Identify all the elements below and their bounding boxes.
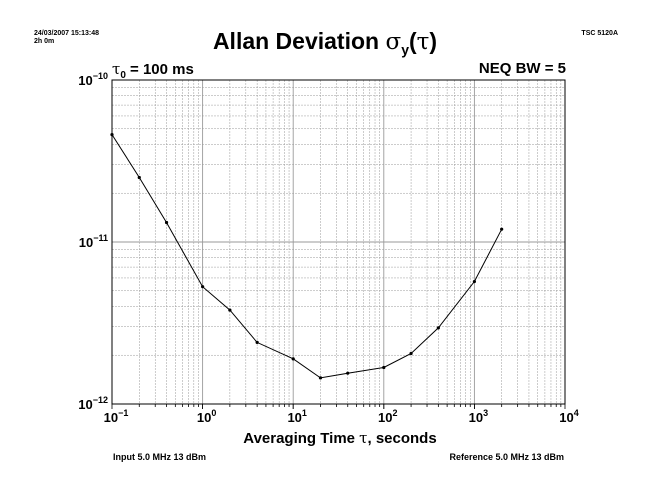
x-tick-exponent: 4 xyxy=(574,408,579,418)
adev-data-point xyxy=(228,308,232,312)
title-sigma: σ xyxy=(385,29,402,55)
x-tick-label: 102 xyxy=(378,408,397,425)
plot-frame xyxy=(111,79,566,405)
input-signal-note: Input 5.0 MHz 13 dBm xyxy=(113,452,207,462)
adev-data-point xyxy=(382,365,386,370)
x-tick-base: 10 xyxy=(287,410,301,425)
adev-data-point xyxy=(346,371,350,375)
title-paren-open: ( xyxy=(408,28,417,54)
adev-data-point xyxy=(110,133,114,137)
x-tick-base: 10 xyxy=(378,410,392,425)
adev-data-point xyxy=(291,357,295,361)
y-tick-base: 10 xyxy=(78,397,92,412)
tau0-label: τ0 = 100 ms xyxy=(112,60,194,81)
x-axis-label-tau: τ xyxy=(359,429,368,447)
adev-data-point xyxy=(472,279,476,284)
x-tick-label: 104 xyxy=(559,408,578,425)
adev-data-point xyxy=(201,285,205,289)
y-tick-label: 10−11 xyxy=(79,233,108,250)
x-tick-base: 10 xyxy=(559,410,573,425)
x-tick-base: 10 xyxy=(104,410,118,425)
x-tick-base: 10 xyxy=(197,410,211,425)
tau0-symbol: τ xyxy=(112,60,121,78)
y-tick-label: 10−10 xyxy=(78,71,108,88)
adev-data-point xyxy=(409,351,413,356)
adev-series-line xyxy=(111,134,503,379)
adev-data-point xyxy=(500,227,504,231)
chart-title: Allan Deviation σy(τ) xyxy=(0,28,650,58)
x-tick-label: 10−1 xyxy=(104,408,129,425)
y-tick-exponent: −11 xyxy=(93,233,108,243)
x-tick-label: 103 xyxy=(469,408,488,425)
x-axis-label: Averaging Time τ, seconds xyxy=(0,429,650,447)
x-tick-exponent: 3 xyxy=(483,408,488,418)
x-tick-label: 100 xyxy=(197,408,216,425)
y-tick-exponent: −10 xyxy=(93,71,108,81)
x-tick-exponent: 0 xyxy=(211,408,216,418)
duration: 2h 0m xyxy=(34,38,55,45)
adev-data-point xyxy=(164,220,169,225)
y-tick-exponent: −12 xyxy=(93,395,108,405)
instrument-label: TSC 5120A xyxy=(581,30,618,37)
x-tick-base: 10 xyxy=(469,410,483,425)
adev-data-point xyxy=(436,326,440,330)
y-tick-label: 10−12 xyxy=(78,395,108,412)
adev-data-point xyxy=(318,376,323,380)
tau0-value: = 100 ms xyxy=(125,61,194,78)
title-text: Allan Deviation xyxy=(212,28,386,54)
x-tick-label: 101 xyxy=(287,408,306,425)
adev-data-point xyxy=(255,340,259,345)
y-tick-base: 10 xyxy=(78,73,92,88)
x-tick-exponent: 2 xyxy=(393,408,398,418)
x-axis-label-suffix: , seconds xyxy=(367,430,437,447)
title-tau: τ xyxy=(416,29,430,55)
x-tick-exponent: 1 xyxy=(302,408,307,418)
x-tick-exponent: −1 xyxy=(118,408,128,418)
title-paren-close: ) xyxy=(429,28,438,54)
neq-bw-label: NEQ BW = 5 xyxy=(478,60,566,77)
tau0-subscript: 0 xyxy=(120,70,126,81)
adev-data-point xyxy=(137,175,141,180)
reference-signal-note: Reference 5.0 MHz 13 dBm xyxy=(449,452,564,462)
y-tick-base: 10 xyxy=(79,235,93,250)
title-subscript: y xyxy=(401,41,409,58)
timestamp: 24/03/2007 15:13:48 xyxy=(34,30,99,37)
x-axis-label-prefix: Averaging Time xyxy=(243,430,360,447)
